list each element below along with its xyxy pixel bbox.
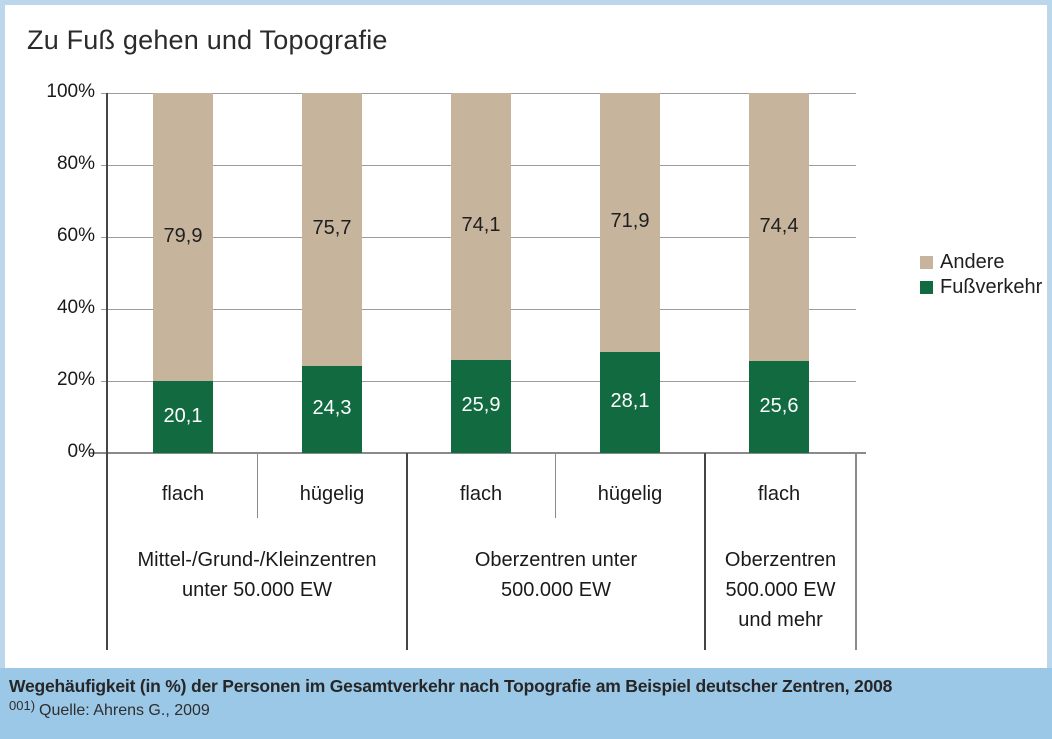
bar-value-andere: 74,4: [759, 214, 799, 237]
y-tick-label: 40%: [56, 297, 95, 318]
x-category-label: hügelig: [299, 483, 365, 505]
x-category-label: hügelig: [597, 483, 663, 505]
bar-segment-fussverkehr: [600, 351, 660, 453]
stacked-bar-chart: 100% 80% 60% 40% 20% 0% 79,9 20,1 flach 75,7 24,3 h…: [46, 81, 866, 650]
bar-segment-andere: [451, 93, 511, 360]
x-group-label: Oberzentren 500.000 EW und mehr: [705, 545, 856, 635]
x-group-label: Oberzentren unter 500.000 EW: [407, 545, 705, 605]
bar-segment-fussverkehr: [749, 360, 809, 453]
y-tick-label: 80%: [56, 153, 95, 174]
bar-segment-andere: [302, 93, 362, 366]
y-tick-label: 100%: [46, 81, 95, 102]
y-tick-label: 20%: [56, 369, 95, 390]
x-group-label-line: unter 50.000 EW: [181, 579, 333, 601]
legend-label: Fußverkehr: [940, 276, 1043, 298]
bar-segment-andere: [153, 93, 213, 381]
footnote-text: Quelle: Ahrens G., 2009: [39, 702, 210, 719]
legend-label: Andere: [940, 251, 1005, 273]
group-divider: [406, 453, 408, 650]
x-group-label-line: Mittel-/Grund-/Kleinzentren: [137, 549, 377, 571]
y-tick-label: 60%: [56, 225, 95, 246]
bar-segment-fussverkehr: [451, 359, 511, 453]
footnote-marker: 001): [9, 698, 36, 713]
bar-segment-andere: [600, 93, 660, 352]
bar-value-andere: 71,9: [610, 210, 650, 233]
bar-value-andere: 74,1: [461, 214, 501, 237]
source-note: 001) Quelle: Ahrens G., 2009: [9, 698, 210, 720]
x-category-label: flach: [161, 483, 205, 505]
bar-value-fussverkehr: 25,9: [461, 394, 501, 417]
bar-value-fussverkehr: 24,3: [312, 397, 352, 420]
x-group-label: Mittel-/Grund-/Kleinzentren unter 50.000 …: [107, 545, 407, 605]
legend-row: Fußverkehr: [920, 275, 1042, 300]
figure-caption: Wegehäufigkeit (in %) der Personen im Ge…: [9, 676, 893, 696]
legend-swatch-icon: [920, 256, 933, 269]
subcategory-divider: [257, 453, 258, 518]
chart-legend: Andere Fußverkehr: [920, 250, 1042, 300]
chart-title: Zu Fuß gehen und Topografie: [27, 25, 388, 55]
bar-segment-fussverkehr: [302, 365, 362, 453]
x-group-label-line: Oberzentren: [724, 549, 837, 571]
x-category-label: flach: [459, 483, 503, 505]
group-divider: [704, 453, 706, 650]
x-group-label-line: 500.000 EW: [500, 579, 612, 601]
x-category-label: flach: [757, 483, 801, 505]
bar-value-fussverkehr: 28,1: [610, 390, 650, 413]
legend-row: Andere: [920, 250, 1042, 275]
x-group-label-line: Oberzentren unter: [474, 549, 638, 571]
bar-value-fussverkehr: 25,6: [759, 394, 799, 417]
bar-value-andere: 79,9: [163, 224, 203, 247]
subcategory-divider: [555, 453, 556, 518]
axis-right-border: [855, 453, 857, 650]
y-axis-line: [106, 93, 108, 650]
bar-value-andere: 75,7: [312, 217, 352, 240]
legend-swatch-icon: [920, 281, 933, 294]
y-tick-label: 0%: [67, 441, 95, 462]
bar-segment-andere: [749, 93, 809, 361]
x-axis-line: [90, 452, 866, 454]
x-group-label-line: 500.000 EW: [725, 579, 836, 601]
caption-bar: Wegehäufigkeit (in %) der Personen im Ge…: [0, 668, 1052, 739]
bar-value-fussverkehr: 20,1: [163, 404, 203, 427]
x-group-label-line: und mehr: [738, 609, 823, 631]
bar-segment-fussverkehr: [153, 380, 213, 453]
